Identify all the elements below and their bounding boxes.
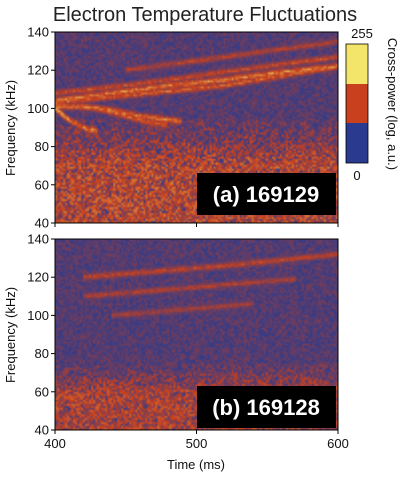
chart-title: Electron Temperature Fluctuations bbox=[53, 4, 357, 26]
colorbar-frame bbox=[345, 43, 369, 164]
x-axis-label: Time (ms) bbox=[167, 457, 225, 472]
x-axis: 400 500 600 bbox=[44, 223, 349, 451]
y-tick-label: 60 bbox=[35, 384, 49, 399]
colorbar-label: Cross-power (log, a.u.) bbox=[385, 38, 400, 170]
y-tick-label: 140 bbox=[27, 232, 49, 247]
y-tick-label: 140 bbox=[27, 25, 49, 40]
y-tick-label: 120 bbox=[27, 270, 49, 285]
y-tick-label: 80 bbox=[35, 346, 49, 361]
y-tick-label: 100 bbox=[27, 308, 49, 323]
colorbar-level-high bbox=[346, 44, 368, 84]
shot-label-box-b bbox=[197, 386, 336, 428]
panel-b: 40 60 80 100 120 140 Frequency (kHz) (b) 1691… bbox=[3, 232, 339, 438]
shot-label-a: (a) 169129 bbox=[213, 182, 319, 207]
y-axis-a: 40 60 80 100 120 140 bbox=[27, 25, 55, 231]
x-tick-label: 400 bbox=[44, 436, 66, 451]
colorbar: 255 0 Cross-power (log, a.u.) bbox=[345, 26, 400, 183]
x-tick-label: 500 bbox=[186, 436, 208, 451]
shot-label-box-a bbox=[197, 173, 336, 215]
colorbar-level-low bbox=[346, 123, 368, 163]
y-axis-label-a: Frequency (kHz) bbox=[3, 80, 18, 176]
y-tick-label: 40 bbox=[35, 423, 49, 438]
y-tick-label: 100 bbox=[27, 101, 49, 116]
colorbar-max-label: 255 bbox=[351, 26, 373, 41]
shot-label-b: (b) 169128 bbox=[212, 395, 320, 420]
y-axis-label-b: Frequency (kHz) bbox=[3, 287, 18, 383]
colorbar-level-mid bbox=[346, 84, 368, 123]
y-tick-label: 80 bbox=[35, 139, 49, 154]
x-tick-label: 600 bbox=[327, 436, 349, 451]
panel-a: 40 60 80 100 120 140 Frequency (kHz) (a) 1691… bbox=[3, 25, 339, 231]
colorbar-min-label: 0 bbox=[353, 168, 360, 183]
y-tick-label: 40 bbox=[35, 216, 49, 231]
y-tick-label: 60 bbox=[35, 177, 49, 192]
y-tick-label: 120 bbox=[27, 63, 49, 78]
y-axis-b: 40 60 80 100 120 140 bbox=[27, 232, 55, 438]
